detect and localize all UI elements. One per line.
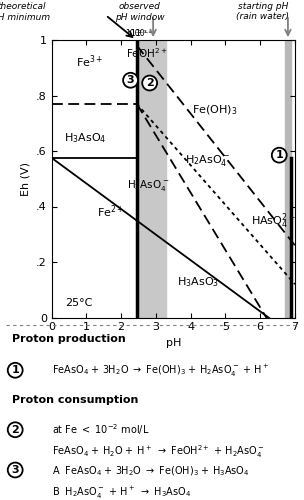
- Text: FeAsO$_4$ + H$_2$O + H$^+$ $\rightarrow$ FeOH$^{2+}$ + H$_2$AsO$_4^-$: FeAsO$_4$ + H$_2$O + H$^+$ $\rightarrow$…: [52, 443, 264, 460]
- Text: theoretical
pH minimum: theoretical pH minimum: [0, 2, 50, 21]
- Text: H$_3$AsO$_3$: H$_3$AsO$_3$: [177, 276, 219, 289]
- Text: 10⁻⁴: 10⁻⁴: [136, 29, 152, 38]
- Text: Fe(OH)$_3$: Fe(OH)$_3$: [192, 104, 238, 118]
- Text: 3: 3: [127, 75, 134, 85]
- Text: FeOH$^{2+}$: FeOH$^{2+}$: [126, 46, 168, 60]
- Text: 10⁻³: 10⁻³: [130, 29, 147, 38]
- Text: 3: 3: [11, 465, 19, 475]
- Text: 1: 1: [11, 365, 19, 375]
- Text: 2: 2: [146, 78, 154, 88]
- Text: H$_2$AsO$_4^-$: H$_2$AsO$_4^-$: [185, 154, 230, 168]
- Bar: [139, 40, 166, 318]
- Text: observed
pH window: observed pH window: [115, 2, 165, 21]
- Text: 1: 1: [275, 150, 283, 160]
- Text: FeAsO$_4$ + 3H$_2$O $\rightarrow$ Fe(OH)$_3$ + H$_2$AsO$_4^-$ + H$^+$: FeAsO$_4$ + 3H$_2$O $\rightarrow$ Fe(OH)…: [52, 362, 269, 378]
- Text: Fe$^{2+}$: Fe$^{2+}$: [97, 203, 124, 220]
- Text: H$_3$AsO$_4$: H$_3$AsO$_4$: [64, 132, 106, 145]
- Text: A  FeAsO$_4$ + 3H$_2$O $\rightarrow$ Fe(OH)$_3$ + H$_3$AsO$_4$: A FeAsO$_4$ + 3H$_2$O $\rightarrow$ Fe(O…: [52, 464, 249, 477]
- Text: 10⁻²: 10⁻²: [125, 29, 142, 38]
- Text: starting pH
(rain water): starting pH (rain water): [237, 2, 289, 21]
- Text: at Fe $<$ 10$^{-2}$ mol/L: at Fe $<$ 10$^{-2}$ mol/L: [52, 422, 149, 437]
- Text: Fe$^{3+}$: Fe$^{3+}$: [76, 53, 103, 70]
- Text: 25°C: 25°C: [66, 298, 93, 308]
- Text: B  H$_2$AsO$_4^-$ + H$^+$ $\rightarrow$ H$_3$AsO$_4$: B H$_2$AsO$_4^-$ + H$^+$ $\rightarrow$ H…: [52, 485, 191, 500]
- Y-axis label: Eh (V): Eh (V): [20, 162, 30, 196]
- Text: HAsO$_4^{2-}$: HAsO$_4^{2-}$: [251, 212, 296, 231]
- Bar: [285, 40, 291, 318]
- X-axis label: pH: pH: [166, 338, 181, 348]
- Text: Proton consumption: Proton consumption: [12, 395, 139, 405]
- Text: H$_2$AsO$_4^-$: H$_2$AsO$_4^-$: [127, 178, 169, 193]
- Text: Proton production: Proton production: [12, 334, 126, 344]
- Text: 2: 2: [11, 425, 19, 434]
